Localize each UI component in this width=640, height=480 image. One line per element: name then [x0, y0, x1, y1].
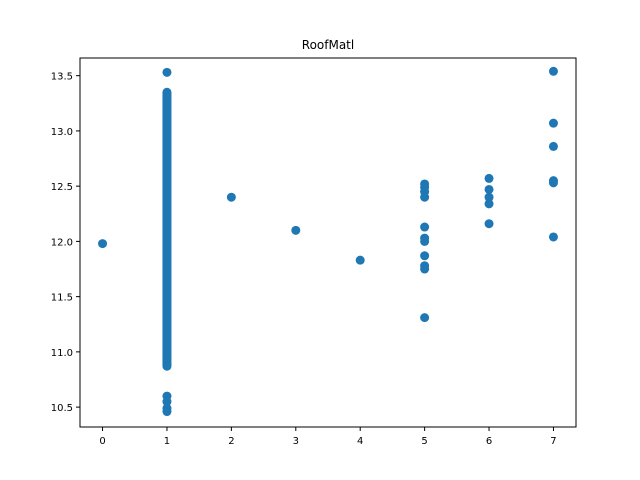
- x-tick-label: 7: [550, 436, 556, 447]
- x-tick-label: 3: [293, 436, 299, 447]
- data-point: [420, 222, 430, 232]
- data-point: [162, 67, 172, 77]
- data-point: [484, 219, 494, 229]
- y-tick-label: 13.0: [51, 127, 73, 138]
- data-point: [484, 173, 494, 183]
- data-point: [420, 251, 430, 261]
- data-point: [420, 236, 430, 246]
- data-points: [98, 66, 558, 417]
- data-point: [548, 178, 558, 188]
- data-point: [548, 66, 558, 76]
- x-tick-label: 1: [164, 436, 170, 447]
- point-band-cap: [162, 361, 172, 371]
- data-point: [162, 397, 172, 407]
- x-tick-label: 4: [357, 436, 363, 447]
- data-point: [548, 141, 558, 151]
- chart-title: RoofMatl: [302, 38, 354, 52]
- x-tick-label: 6: [486, 436, 492, 447]
- data-point: [291, 225, 301, 235]
- data-point: [420, 192, 430, 202]
- x-tick-label: 2: [228, 436, 234, 447]
- data-point: [420, 313, 430, 323]
- y-tick-label: 10.5: [51, 403, 73, 414]
- data-point: [420, 264, 430, 274]
- data-point: [484, 184, 494, 194]
- x-tick-label: 5: [421, 436, 427, 447]
- y-tick-label: 11.0: [51, 348, 73, 359]
- data-point: [484, 199, 494, 209]
- data-point: [162, 407, 172, 417]
- data-point: [98, 239, 108, 249]
- y-tick-label: 12.5: [51, 182, 73, 193]
- point-band: [162, 92, 172, 367]
- axis-ticks: 0 1 2 3 4 5 6 7 10.5 11.0 11.5 12.0 12.5 13.0 13.5: [51, 72, 557, 447]
- data-point: [548, 232, 558, 242]
- y-tick-label: 12.0: [51, 237, 73, 248]
- data-point: [548, 118, 558, 128]
- data-point: [484, 192, 494, 202]
- y-tick-label: 13.5: [51, 72, 73, 83]
- y-tick-label: 11.5: [51, 293, 73, 304]
- plot-frame: [79, 57, 577, 428]
- data-point: [355, 255, 365, 265]
- x-tick-label: 0: [99, 436, 105, 447]
- data-point: [226, 192, 236, 202]
- point-band-cap: [162, 87, 172, 97]
